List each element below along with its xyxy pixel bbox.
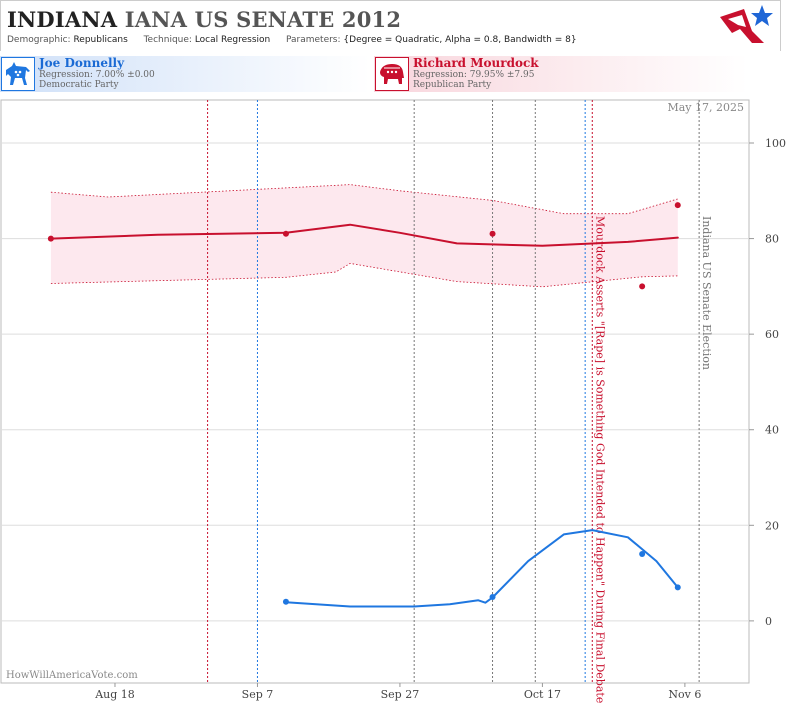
- parameters-label: Parameters:: [285, 35, 341, 45]
- x-tick-label: Sep 27: [381, 688, 420, 701]
- candidate-name: Richard Mourdock: [413, 56, 539, 70]
- data-point: [47, 235, 54, 242]
- data-point: [282, 230, 289, 237]
- star-logo-icon: [720, 5, 773, 43]
- y-tick-label: 0: [765, 615, 772, 628]
- elephant-icon: [375, 57, 409, 91]
- plot-frame: [0, 99, 750, 684]
- chart: Mourdock Asserts "[Rape] is Something Go…: [0, 99, 786, 703]
- y-tick-label: 100: [765, 137, 786, 150]
- parameters-value: {Degree = Quadratic, Alpha = 0.8, Bandwi…: [343, 35, 577, 45]
- data-point: [674, 202, 681, 209]
- title-race: IANA US SENATE 2012: [124, 7, 402, 32]
- technique-label: Technique:: [143, 35, 192, 45]
- y-tick-label: 80: [765, 233, 779, 246]
- data-points: [47, 202, 681, 605]
- band-upper-edge: [50, 184, 678, 215]
- y-axis: 0 20 40 60 80 100: [749, 137, 786, 628]
- parameters-line: Demographic: Republicans Technique: Loca…: [7, 35, 577, 45]
- y-tick-label: 40: [765, 424, 779, 437]
- x-tick-label: Aug 18: [94, 688, 135, 701]
- date-stamp: May 17, 2025: [667, 101, 744, 114]
- technique-value: Local Regression: [194, 35, 271, 45]
- data-point: [674, 584, 681, 591]
- event-label: Mourdock Asserts "[Rape] is Something Go…: [593, 216, 606, 703]
- page-title: INDIANA IANA US SENATE 2012: [7, 7, 401, 32]
- data-point: [282, 598, 289, 605]
- x-axis: Aug 18 Sep 7 Sep 27 Oct 17 Nov 6: [94, 683, 701, 701]
- candidate-republican: Richard Mourdock Regression: 79.95% ±7.9…: [374, 56, 748, 92]
- data-point: [639, 283, 646, 290]
- candidate-party: Democratic Party: [39, 80, 119, 90]
- data-point: [489, 230, 496, 237]
- demographic-value: Republicans: [73, 35, 128, 45]
- trend-line: [49, 223, 679, 247]
- event-label: Indiana US Senate Election: [700, 216, 713, 370]
- data-point: [639, 550, 646, 557]
- candidate-democrat: Joe Donnelly Regression: 7.00% ±0.00 Dem…: [0, 56, 370, 92]
- watermark: HowWillAmericaVote.com: [6, 670, 138, 681]
- donkey-icon: [1, 57, 35, 91]
- header: INDIANA IANA US SENATE 2012 Demographic:…: [0, 0, 781, 51]
- title-state: INDIANA: [7, 7, 118, 32]
- candidate-regression: Regression: 79.95% ±7.95: [413, 70, 535, 80]
- candidate-regression: Regression: 7.00% ±0.00: [39, 70, 155, 80]
- y-tick-label: 60: [765, 328, 779, 341]
- data-point: [489, 593, 496, 600]
- candidate-name: Joe Donnelly: [39, 56, 125, 70]
- event-lines: Mourdock Asserts "[Rape] is Something Go…: [207, 100, 713, 703]
- demographic-label: Demographic:: [7, 35, 71, 45]
- x-tick-label: Oct 17: [524, 688, 561, 701]
- x-tick-label: Sep 7: [242, 688, 274, 701]
- y-tick-label: 20: [765, 519, 779, 532]
- x-tick-label: Nov 6: [668, 688, 701, 701]
- candidate-party: Republican Party: [413, 80, 492, 90]
